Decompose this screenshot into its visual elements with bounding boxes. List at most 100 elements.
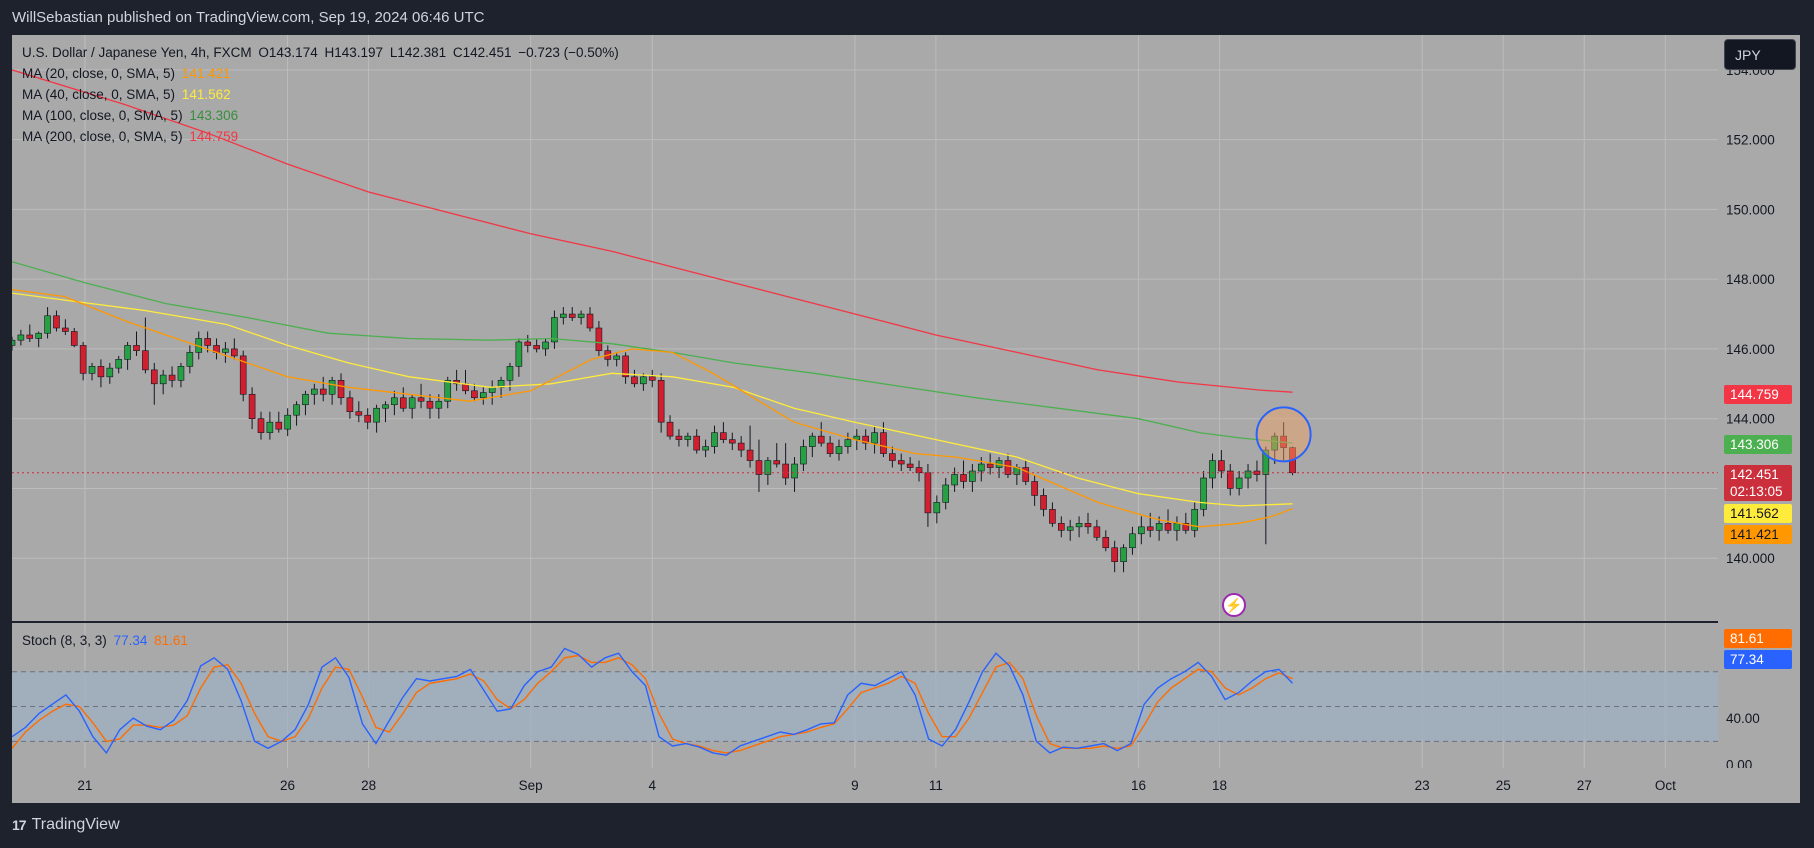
- time-tick-label: Oct: [1655, 778, 1676, 793]
- candle-body: [62, 327, 69, 332]
- candle-body: [960, 474, 967, 482]
- candle-body: [631, 376, 638, 385]
- candle-body: [70, 331, 78, 346]
- candle-body: [809, 435, 816, 447]
- ma100-legend[interactable]: MA (100, close, 0, SMA, 5) 143.306: [22, 108, 241, 123]
- symbol-name: U.S. Dollar / Japanese Yen, 4h, FXCM: [22, 45, 252, 60]
- stoch-chart-svg[interactable]: [12, 623, 1718, 768]
- candle-body: [1262, 449, 1270, 475]
- main-price-pane[interactable]: [12, 35, 1718, 621]
- candle-body: [44, 315, 51, 334]
- time-tick-label: 26: [280, 778, 295, 793]
- candle-body: [328, 380, 336, 395]
- price-tick-label: 144.000: [1726, 412, 1775, 427]
- ma20-legend[interactable]: MA (20, close, 0, SMA, 5) 141.421: [22, 66, 234, 81]
- high-label: H: [324, 45, 335, 60]
- lightning-icon[interactable]: ⚡: [1222, 593, 1246, 617]
- candle-body: [711, 432, 718, 447]
- candle-body: [1235, 477, 1243, 489]
- open-label: O: [258, 45, 269, 60]
- ma-line: [12, 292, 1293, 507]
- candle-body: [222, 348, 229, 353]
- candle-body: [124, 345, 131, 360]
- candle-body: [1218, 460, 1225, 472]
- candle-body: [1075, 523, 1083, 528]
- candle-body: [177, 366, 185, 381]
- time-tick-label: 25: [1496, 778, 1511, 793]
- currency-button[interactable]: JPY: [1724, 39, 1796, 70]
- time-tick-label: Sep: [519, 778, 543, 793]
- candle-body: [1093, 526, 1101, 538]
- stoch-legend[interactable]: Stoch (8, 3, 3) 77.34 81.61: [22, 633, 191, 648]
- candle-body: [204, 338, 211, 346]
- ma20-price-badge: 141.421: [1724, 525, 1792, 544]
- last-price-badge: 142.451 02:13:05: [1724, 465, 1792, 501]
- symbol-legend[interactable]: U.S. Dollar / Japanese Yen, 4h, FXCM O14…: [22, 45, 622, 60]
- candle-body: [568, 313, 576, 318]
- candle-body: [951, 474, 958, 486]
- stoch-pane[interactable]: [12, 623, 1718, 768]
- candle-body: [488, 386, 496, 393]
- candle-body: [835, 446, 843, 454]
- price-chart-svg[interactable]: [12, 35, 1718, 621]
- axis-corner: [1718, 768, 1800, 803]
- ma200-legend[interactable]: MA (200, close, 0, SMA, 5) 144.759: [22, 129, 241, 144]
- tradingview-logo-icon: 17: [12, 817, 27, 833]
- candle-body: [648, 376, 656, 381]
- candle-body: [755, 460, 763, 475]
- candle-body: [257, 418, 265, 433]
- time-axis[interactable]: 21 26 28 Sep 4 9 11 16 18 23 25 27 Oct: [12, 768, 1718, 803]
- high-value: 143.197: [334, 45, 384, 60]
- highlight-circle: [1255, 406, 1312, 463]
- stoch-tick-label: 0.00: [1726, 758, 1752, 768]
- candle-body: [168, 374, 176, 381]
- candle-body: [1173, 523, 1181, 531]
- candle-body: [1209, 460, 1216, 479]
- candle-body: [826, 442, 834, 454]
- candle-body: [800, 446, 807, 465]
- candle-body: [889, 453, 896, 461]
- time-tick-label: 28: [361, 778, 376, 793]
- candle-body: [817, 435, 825, 444]
- ma40-label: MA (40, close, 0, SMA, 5): [22, 87, 176, 102]
- candle-body: [844, 439, 852, 447]
- price-axis-svg: 154.000152.000150.000148.000146.000144.0…: [1726, 63, 1775, 768]
- candle-body: [871, 432, 878, 444]
- candle-body: [666, 421, 674, 437]
- ma200-price-badge: 144.759: [1724, 385, 1792, 404]
- candle-body: [471, 390, 478, 399]
- candle-body: [986, 463, 994, 468]
- candle-body: [79, 345, 87, 374]
- candle-body: [862, 435, 869, 444]
- close-label: C: [452, 45, 463, 60]
- time-tick-label: 9: [851, 778, 859, 793]
- candle-body: [150, 369, 158, 385]
- candle-body: [444, 380, 452, 402]
- open-value: 143.174: [268, 45, 318, 60]
- candle-body: [791, 463, 798, 479]
- candle-body: [88, 366, 96, 374]
- candle-body: [906, 463, 914, 468]
- candle-body: [417, 397, 425, 402]
- change-value: −0.723 (−0.50%): [518, 45, 619, 60]
- candle-body: [542, 341, 549, 350]
- candle-body: [1120, 547, 1127, 563]
- stoch-k-badge: 77.34: [1724, 650, 1792, 669]
- ma200-value: 144.759: [189, 129, 239, 144]
- tradingview-footer[interactable]: 17 TradingView: [12, 816, 120, 834]
- price-tick-label: 148.000: [1726, 272, 1775, 287]
- time-tick-label: 27: [1577, 778, 1592, 793]
- ma100-label: MA (100, close, 0, SMA, 5): [22, 108, 183, 123]
- ma100-price-badge: 143.306: [1724, 435, 1792, 454]
- low-label: L: [389, 45, 398, 60]
- candle-body: [1111, 547, 1118, 563]
- ma40-legend[interactable]: MA (40, close, 0, SMA, 5) 141.562: [22, 87, 234, 102]
- candle-body: [1004, 460, 1012, 475]
- candle-body: [595, 327, 603, 351]
- candle-body: [1146, 526, 1154, 531]
- time-tick-label: 11: [929, 778, 943, 793]
- price-tick-label: 152.000: [1726, 133, 1775, 148]
- candle-body: [1066, 526, 1074, 531]
- candle-body: [577, 313, 585, 318]
- last-price-value: 142.451: [1730, 467, 1779, 482]
